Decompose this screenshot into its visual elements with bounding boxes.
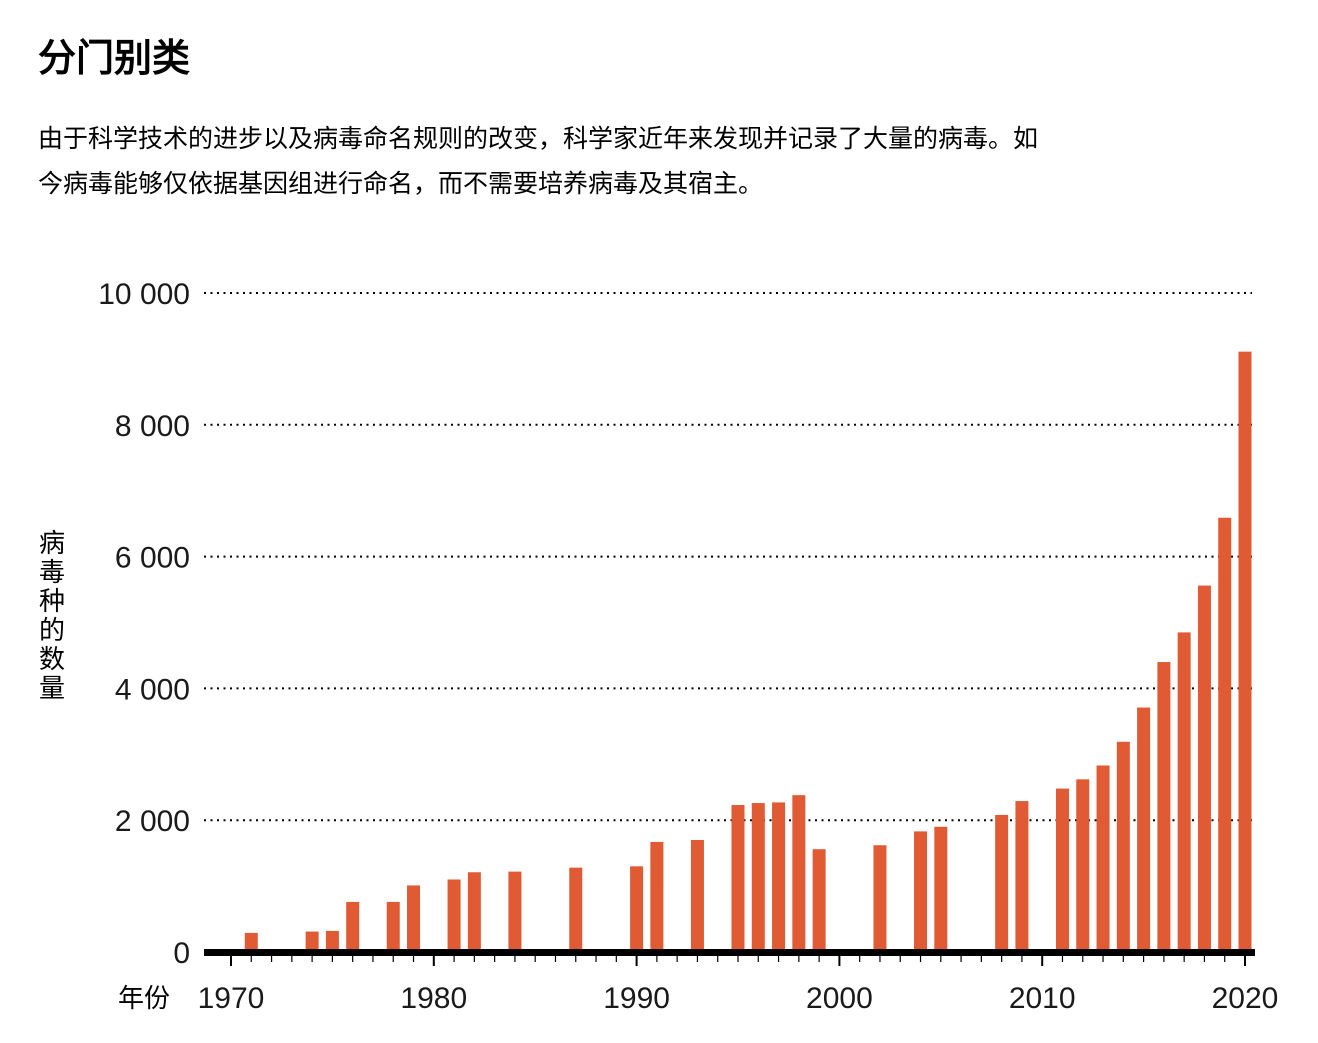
y-tick-label: 6 000: [115, 542, 190, 575]
bar-2012: [1076, 779, 1090, 952]
x-axis-label: 年份: [118, 984, 170, 1014]
y-tick-label: 2 000: [115, 805, 190, 838]
bar-2011: [1055, 788, 1069, 952]
bar-1993: [690, 839, 704, 952]
x-axis-line: [204, 949, 1255, 956]
x-tick-label: 2020: [1212, 982, 1279, 1015]
bar-2013: [1096, 765, 1110, 952]
bar-1978: [386, 901, 400, 952]
chart-description: 由于科学技术的进步以及病毒命名规则的改变，科学家近年来发现并记录了大量的病毒。如…: [38, 116, 1238, 206]
x-tick-label: 1990: [603, 982, 670, 1015]
y-tick-label: 8 000: [115, 410, 190, 443]
bar-1971: [244, 932, 258, 952]
y-tick-label: 0: [173, 937, 190, 970]
bar-2017: [1177, 632, 1191, 952]
bar-1997: [772, 802, 786, 952]
x-axis: [204, 949, 1255, 966]
x-tick-label: 2000: [806, 982, 873, 1015]
bar-2018: [1197, 585, 1211, 952]
description-line-1: 由于科学技术的进步以及病毒命名规则的改变，科学家近年来发现并记录了大量的病毒。如: [38, 124, 1039, 153]
bar-1974: [305, 931, 319, 952]
bar-2020: [1238, 351, 1252, 952]
bar-2005: [934, 826, 948, 952]
bar-1981: [447, 879, 461, 952]
x-tick-label: 1970: [198, 982, 265, 1015]
bars: [244, 351, 1252, 952]
description-line-2: 今病毒能够仅依据基因组进行命名，而不需要培养病毒及其宿主。: [38, 169, 764, 198]
bar-1987: [569, 867, 583, 952]
bar-2016: [1157, 662, 1171, 952]
y-tick-labels: 0 2 000 4 000 6 000 8 000 10 000: [98, 278, 190, 970]
bar-1975: [325, 930, 339, 952]
bar-2014: [1116, 741, 1130, 952]
bar-2015: [1137, 707, 1151, 952]
bar-2019: [1218, 517, 1232, 952]
y-tick-label: 4 000: [115, 673, 190, 706]
y-tick-label: 10 000: [98, 278, 190, 311]
bar-1984: [508, 871, 522, 952]
chart-title: 分门别类: [38, 36, 191, 80]
bar-1995: [731, 805, 745, 952]
bar-2008: [995, 814, 1009, 952]
bar-1999: [812, 849, 826, 952]
bar-1990: [630, 866, 644, 952]
y-axis-label: 病毒种的数量: [38, 529, 65, 704]
bar-1982: [467, 872, 481, 952]
x-tick-label: 2010: [1009, 982, 1076, 1015]
bar-1996: [751, 803, 765, 952]
x-tick-label: 1980: [400, 982, 467, 1015]
gridlines: [204, 292, 1252, 822]
bar-2002: [873, 845, 887, 952]
bar-1979: [407, 885, 421, 952]
bar-2009: [1015, 801, 1029, 952]
bar-2004: [914, 831, 928, 952]
bar-1998: [792, 795, 806, 952]
bar-1991: [650, 841, 664, 952]
x-tick-labels: 1970 1980 1990 2000 2010 2020 年份: [118, 982, 1278, 1015]
bar-1976: [346, 901, 360, 952]
